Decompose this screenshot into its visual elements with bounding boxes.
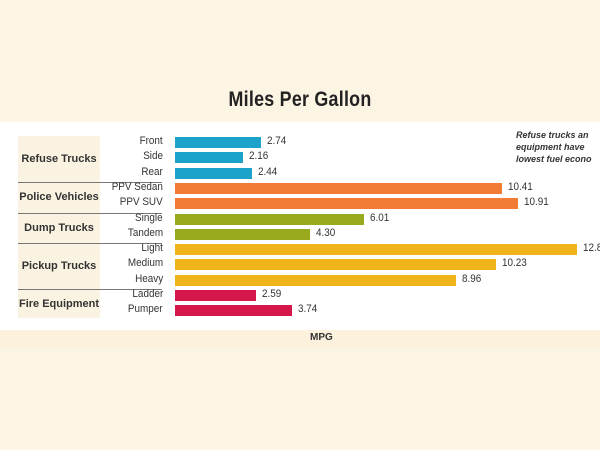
- data-label: 12.8: [582, 242, 600, 255]
- group-label: Police Vehicles: [19, 191, 99, 204]
- bar: [175, 228, 311, 240]
- bar: [175, 182, 502, 194]
- bar: [175, 274, 457, 286]
- category-label: Side: [143, 150, 163, 163]
- data-label: 3.74: [298, 303, 318, 316]
- group-divider: [18, 243, 162, 245]
- group-divider: [18, 181, 162, 183]
- bar: [175, 305, 293, 317]
- data-label: 2.44: [257, 165, 277, 178]
- chart-title: Miles Per Gallon: [228, 88, 372, 111]
- group-label: Pickup Trucks: [21, 260, 97, 273]
- chart-panel: [0, 122, 600, 330]
- category-label: PPV SUV: [120, 196, 163, 209]
- x-axis-band: [0, 330, 600, 348]
- category-label: Heavy: [134, 272, 163, 285]
- group-label: Dump Trucks: [24, 221, 94, 234]
- group-label: Refuse Trucks: [21, 152, 97, 165]
- annotation-line: Refuse trucks an: [516, 130, 589, 140]
- annotation: Refuse trucks an equipment have lowest f…: [516, 129, 592, 165]
- bar: [175, 259, 497, 271]
- x-axis-label: MPG: [310, 332, 333, 343]
- category-label: Tandem: [127, 226, 163, 239]
- data-label: 10.23: [502, 257, 527, 270]
- group-label: Fire Equipment: [18, 298, 100, 311]
- category-label: Light: [141, 242, 163, 255]
- category-label: Front: [139, 135, 163, 147]
- data-label: 4.30: [316, 226, 336, 239]
- data-label: 10.91: [523, 196, 549, 209]
- group-divider: [18, 212, 162, 214]
- data-label: 2.74: [267, 135, 287, 147]
- category-label: Medium: [127, 257, 163, 270]
- bar: [175, 244, 577, 256]
- data-label: 8.96: [462, 272, 482, 285]
- data-label: 10.41: [507, 180, 533, 193]
- data-label: 2.16: [248, 150, 269, 163]
- group-label-box: [18, 136, 100, 318]
- bar: [175, 152, 243, 164]
- annotation-line: equipment have: [516, 142, 585, 152]
- data-label: 2.59: [262, 288, 282, 300]
- bar: [175, 213, 364, 225]
- annotation-line: lowest fuel econo: [516, 154, 592, 164]
- category-label: Rear: [141, 165, 163, 178]
- bar: [175, 290, 257, 301]
- category-label: PPV Sedan: [111, 180, 163, 193]
- bar: [175, 137, 262, 148]
- category-label: Pumper: [128, 303, 163, 316]
- bar: [175, 167, 252, 179]
- group-divider: [18, 289, 162, 290]
- category-label: Ladder: [132, 288, 163, 300]
- bar: [175, 198, 518, 210]
- category-label: Single: [135, 211, 163, 224]
- data-label: 6.01: [369, 211, 389, 224]
